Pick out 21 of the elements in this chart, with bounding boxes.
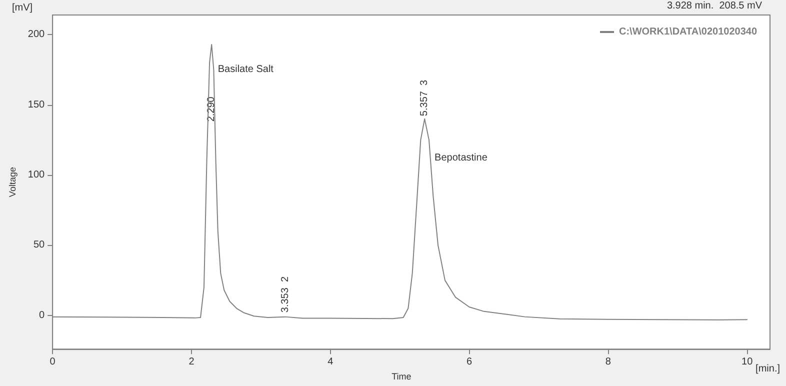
y-tick-label: 200 (28, 29, 46, 40)
x-tick-label: 8 (605, 356, 612, 368)
x-tick-label: 10 (742, 356, 754, 368)
y-tick-label: 100 (28, 170, 46, 181)
annotation: 5.357 3 (419, 79, 430, 116)
x-tick-label: 4 (328, 356, 334, 368)
text: [min.] (756, 364, 780, 374)
annotation: Basilate Salt (218, 64, 274, 76)
y-axis-title: Voltage (8, 167, 18, 198)
y-tick-label: 0 (39, 310, 46, 321)
text: 3.928 min. 208.5 mV (666, 0, 762, 12)
y-tick-label: 50 (33, 240, 46, 251)
x-tick-label: 6 (466, 356, 472, 368)
y-tick-label: 150 (28, 99, 46, 110)
annotation: Bepotastine (434, 152, 488, 164)
legend-label: C:\WORK1\DATA\0201020340 (618, 26, 758, 38)
annotation: 3.353 2 (280, 276, 291, 313)
text: [mV] (12, 2, 33, 14)
x-tick-label: 2 (188, 356, 195, 368)
x-axis-title: Time (392, 372, 412, 382)
x-tick-label: 0 (50, 356, 56, 368)
